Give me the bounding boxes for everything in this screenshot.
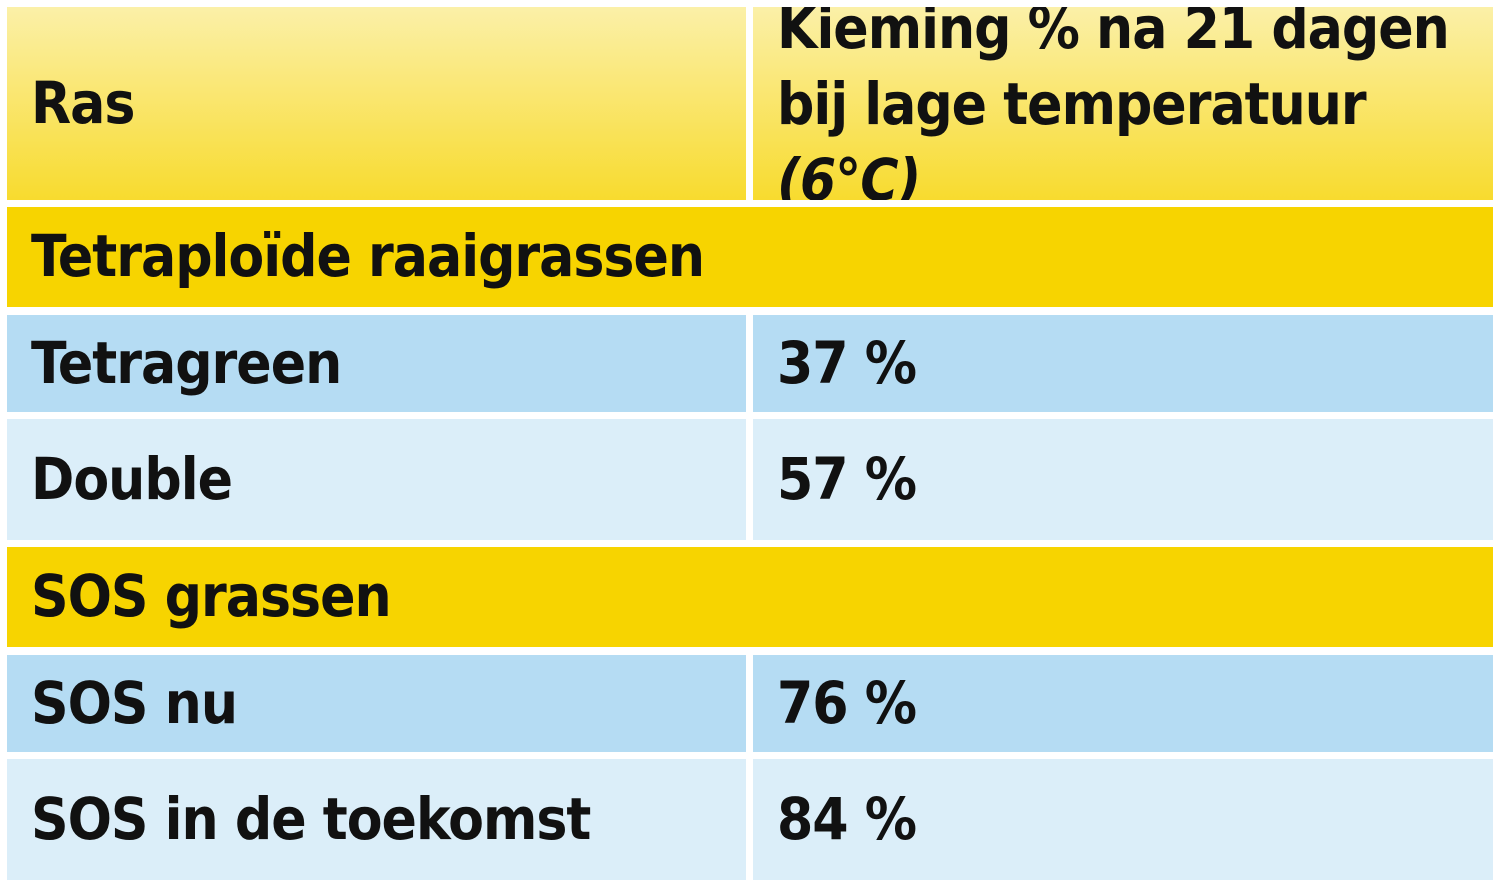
ras-name: Double (31, 444, 233, 513)
table-row-kieming: 76 % (753, 655, 1493, 752)
header-kieming-text: Kieming % na 21 dagen bij lage temperatu… (777, 7, 1450, 138)
header-ras-label: Ras (31, 68, 135, 137)
ras-name: SOS in de toekomst (31, 784, 591, 853)
group-title-sos: SOS grassen (7, 547, 1493, 647)
kieming-value: 37 % (777, 328, 917, 397)
group-title-label: SOS grassen (31, 562, 392, 631)
kieming-value: 84 % (777, 784, 917, 853)
table-row-kieming: 84 % (753, 759, 1493, 880)
kieming-value: 76 % (777, 668, 917, 737)
table-row-ras: Double (7, 419, 746, 540)
group-title-tetraploide: Tetraploïde raaigrassen (7, 207, 1493, 307)
header-kieming-label: Kieming % na 21 dagen bij lage temperatu… (777, 7, 1493, 200)
table-row-ras: SOS in de toekomst (7, 759, 746, 880)
ras-name: Tetragreen (31, 328, 342, 397)
table-row-ras: SOS nu (7, 655, 746, 752)
group-title-label: Tetraploïde raaigrassen (31, 222, 705, 291)
table-row-ras: Tetragreen (7, 315, 746, 412)
header-ras: Ras (7, 7, 746, 200)
header-kieming-temperature: (6°C) (777, 145, 921, 201)
header-kieming: Kieming % na 21 dagen bij lage temperatu… (753, 7, 1493, 200)
kieming-value: 57 % (777, 444, 917, 513)
table-row-kieming: 57 % (753, 419, 1493, 540)
ras-name: SOS nu (31, 668, 238, 737)
table-row-kieming: 37 % (753, 315, 1493, 412)
